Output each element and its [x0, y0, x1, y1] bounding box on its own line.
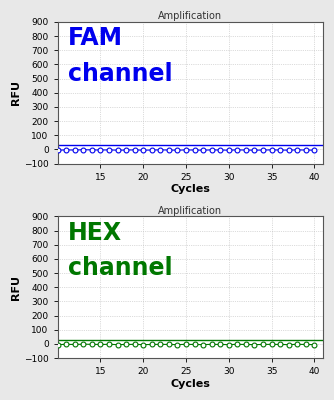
Title: Amplification: Amplification: [158, 11, 222, 21]
Text: HEX: HEX: [68, 220, 122, 244]
Text: channel: channel: [68, 62, 173, 86]
Y-axis label: RFU: RFU: [11, 80, 21, 105]
Text: FAM: FAM: [68, 26, 123, 50]
Y-axis label: RFU: RFU: [11, 275, 21, 300]
Text: channel: channel: [68, 256, 173, 280]
X-axis label: Cycles: Cycles: [170, 184, 210, 194]
Title: Amplification: Amplification: [158, 206, 222, 216]
X-axis label: Cycles: Cycles: [170, 379, 210, 389]
